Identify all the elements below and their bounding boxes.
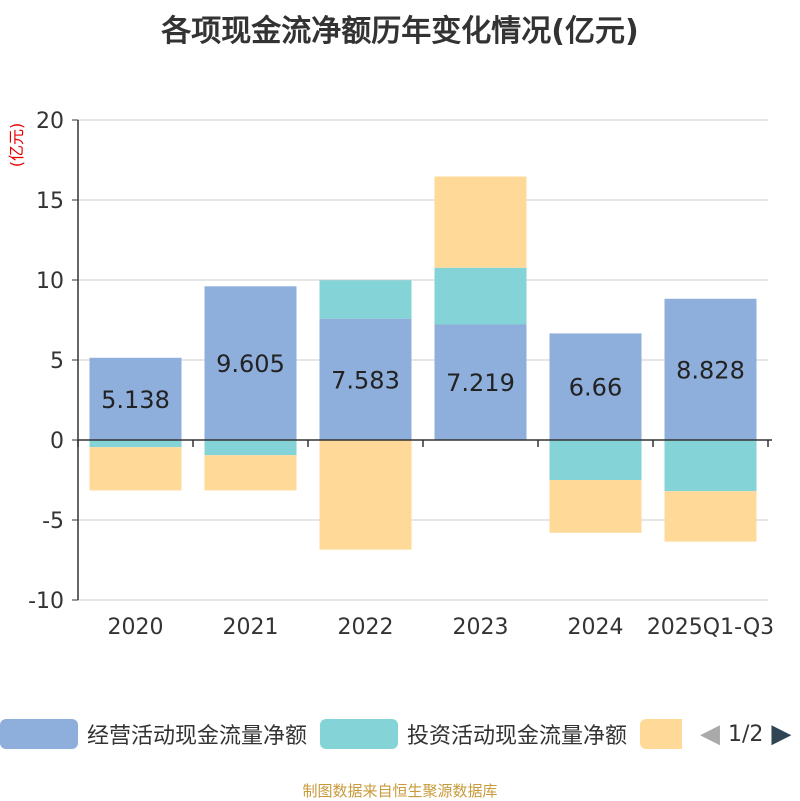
bar-s2-2025Q1-Q3 [664, 491, 757, 542]
bar-s0-2021 [204, 286, 297, 440]
y-tick-label-3: 5 [50, 349, 64, 374]
legend-swatch-operating [0, 719, 78, 749]
pager-next-icon[interactable]: ▶ [771, 719, 792, 749]
pager-text: 1/2 [728, 721, 764, 747]
y-tick-label-0: 20 [36, 109, 64, 134]
legend: 经营活动现金流量净额 投资活动现金流量净额 ◀ 1/2 ▶ [0, 716, 800, 752]
legend-swatch-investing [320, 719, 398, 749]
x-tick-label-2025Q1-Q3: 2025Q1-Q3 [647, 615, 774, 640]
bar-s0-2020 [89, 357, 182, 440]
bar-layer [89, 176, 757, 550]
data-label-2021: 9.605 [216, 350, 285, 378]
bar-s2-2024 [549, 480, 642, 533]
chart-title: 各项现金流净额历年变化情况(亿元) [161, 14, 639, 49]
legend-item-investing[interactable]: 投资活动现金流量净额 [320, 716, 627, 752]
bar-s0-2024 [549, 333, 642, 440]
legend-label-operating: 经营活动现金流量净额 [87, 724, 308, 749]
x-tick-label-2022: 2022 [338, 615, 394, 640]
axis-layer: 20 15 10 5 0 -5 -10 (亿元) 2020 2021 2022 2023 2024 202… [7, 109, 774, 640]
source-footer: 制图数据来自恒生聚源数据库 [302, 782, 498, 800]
bar-s1-2023 [434, 267, 527, 325]
y-axis-label: (亿元) [7, 123, 26, 168]
bar-s1-2024 [549, 440, 642, 480]
bar-s1-2022 [319, 280, 412, 319]
bar-s1-2021 [204, 440, 297, 456]
bar-s0-2022 [319, 318, 412, 440]
y-tick-label-2: 10 [36, 269, 64, 294]
data-label-2020: 5.138 [101, 386, 170, 414]
pager-prev-icon[interactable]: ◀ [700, 719, 720, 749]
legend-item-operating[interactable]: 经营活动现金流量净额 [0, 716, 307, 752]
bar-s2-2023 [434, 176, 527, 268]
bar-s0-2025Q1-Q3 [664, 298, 757, 440]
y-tick-label-6: -10 [28, 589, 64, 614]
bar-s2-2020 [89, 447, 182, 491]
data-label-2022: 7.583 [331, 366, 400, 394]
x-tick-label-2023: 2023 [453, 615, 509, 640]
legend-swatch-financing [640, 719, 682, 749]
data-label-2025Q1-Q3: 8.828 [676, 356, 745, 384]
grid-layer [78, 119, 768, 601]
data-label-2024: 6.66 [569, 374, 622, 402]
y-tick-label-5: -5 [42, 509, 64, 534]
bar-s0-2023 [434, 324, 527, 440]
label-layer: 5.138 9.605 7.583 7.219 6.66 8.828 [101, 350, 745, 414]
x-tick-label-2024: 2024 [568, 615, 624, 640]
bar-s1-2020 [89, 440, 182, 448]
y-tick-label-4: 0 [50, 429, 64, 454]
legend-pager: ◀ 1/2 ▶ [700, 716, 791, 752]
legend-label-investing: 投资活动现金流量净额 [407, 724, 628, 749]
bar-s2-2022 [319, 440, 412, 550]
bar-s1-2025Q1-Q3 [664, 440, 757, 492]
x-tick-label-2021: 2021 [223, 615, 279, 640]
y-tick-label-1: 15 [36, 189, 64, 214]
legend-item-financing[interactable] [640, 716, 682, 752]
chart-area: 20 15 10 5 0 -5 -10 (亿元) 2020 2021 2022 2023 2024 202… [7, 109, 774, 640]
data-label-2023: 7.219 [446, 369, 515, 397]
bar-s2-2021 [204, 455, 297, 491]
x-tick-label-2020: 2020 [108, 615, 164, 640]
